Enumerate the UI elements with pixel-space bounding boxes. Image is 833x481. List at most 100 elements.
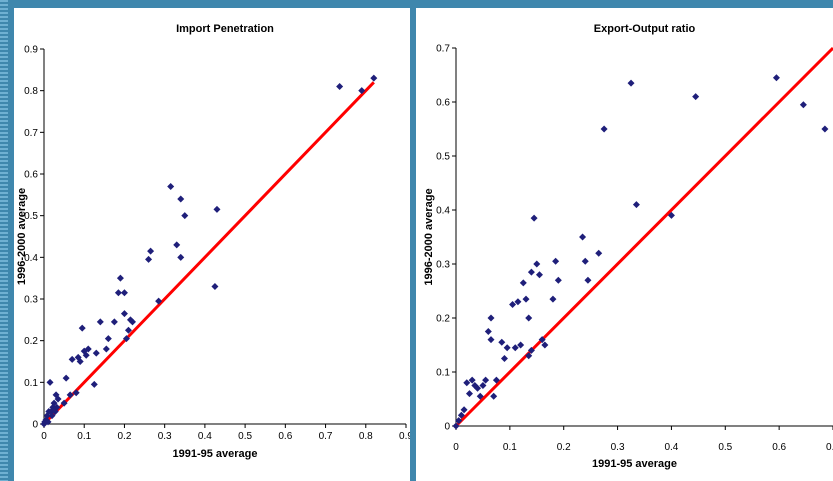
x-tick-label: 0.8 [359, 431, 373, 442]
data-point [128, 318, 136, 326]
data-point [538, 336, 546, 344]
data-point [460, 406, 468, 414]
data-point [498, 338, 506, 346]
data-point [479, 382, 487, 389]
data-point [76, 358, 84, 365]
x-tick-label: 0 [41, 431, 47, 442]
data-point [116, 274, 124, 282]
data-point [173, 241, 181, 249]
y-tick-label: 0.4 [436, 206, 450, 217]
data-point [120, 310, 128, 318]
reference-line [42, 81, 375, 426]
data-point [457, 411, 465, 419]
chart-title: Export-Output ratio [594, 23, 696, 35]
data-point [213, 205, 221, 213]
data-point [549, 295, 557, 303]
data-point [54, 395, 62, 403]
x-axis-label: 1991-95 average [172, 448, 257, 460]
data-point [46, 378, 54, 386]
x-axis-label: 1991-95 average [592, 458, 677, 470]
x-tick-label: 0.1 [77, 431, 91, 442]
data-point [530, 214, 538, 222]
data-point [53, 403, 61, 411]
export-output-panel: Export-Output ratio 0 0.1 0.2 0.3 0.4 0.5 0.6 0.… [416, 8, 833, 481]
y-tick-label: 0.7 [24, 128, 38, 139]
data-point [519, 279, 527, 287]
data-point [82, 351, 90, 359]
data-point [126, 316, 134, 324]
y-tick-label: 0 [32, 420, 38, 431]
data-point [503, 344, 511, 352]
y-tick-label: 0.6 [24, 170, 38, 181]
x-tick-label: 0.5 [718, 442, 732, 453]
data-point [145, 255, 153, 263]
data-point [517, 341, 525, 349]
data-point [471, 382, 479, 389]
data-point [155, 297, 163, 305]
x-tick-label: 0.2 [557, 442, 571, 453]
reference-line [454, 46, 833, 428]
data-point [68, 355, 76, 363]
data-point [177, 195, 185, 203]
data-point [554, 276, 562, 284]
y-axis-label: 1996-2000 average [16, 188, 28, 285]
data-point [181, 212, 189, 220]
y-tick-label: 0.5 [436, 152, 450, 163]
data-point [584, 276, 592, 284]
data-point [102, 345, 110, 353]
data-point [525, 314, 533, 322]
y-tick-label: 0.7 [436, 44, 450, 55]
data-point [487, 336, 495, 344]
data-point [525, 352, 533, 360]
data-point [60, 399, 68, 407]
data-point [772, 74, 780, 82]
data-point [452, 422, 460, 430]
data-point [667, 211, 675, 219]
y-axis-label: 1996-2000 average [423, 188, 435, 285]
data-point [177, 253, 185, 261]
x-tick-label: 0.3 [158, 431, 172, 442]
data-point [474, 384, 482, 392]
data-point [96, 318, 104, 326]
data-point [487, 314, 495, 322]
data-point [104, 335, 112, 343]
data-point [514, 298, 522, 306]
data-point [581, 257, 589, 265]
x-tick-label: 0.6 [278, 431, 292, 442]
data-point [211, 283, 219, 290]
chart-title: Import Penetration [176, 23, 274, 35]
data-point [552, 257, 560, 265]
import-penetration-panel: Import Penetration 0 0.1 0.2 0.3 0.4 0.5 0.6 0.7… [14, 8, 410, 481]
data-point [370, 74, 378, 82]
data-point [358, 87, 366, 95]
data-point [509, 301, 517, 308]
data-point [124, 326, 132, 334]
y-tick-label: 0.6 [436, 98, 450, 109]
data-point [541, 341, 549, 349]
data-point [627, 79, 635, 87]
data-point [120, 289, 128, 297]
export-output-chart: Export-Output ratio 0 0.1 0.2 0.3 0.4 0.5 0.6 0.… [423, 23, 833, 470]
data-point [692, 93, 700, 101]
data-point [92, 349, 100, 357]
data-point [66, 391, 74, 399]
data-point [90, 380, 98, 388]
y-tick-label: 0.5 [24, 211, 38, 222]
data-point [595, 249, 603, 257]
data-point [122, 335, 130, 343]
x-tick-label: 0.9 [399, 431, 410, 442]
data-point [821, 125, 829, 133]
y-tick-label: 0.2 [24, 336, 38, 347]
data-point [533, 260, 541, 268]
data-point [72, 389, 80, 397]
x-tick-label: 0.2 [117, 431, 131, 442]
y-tick-label: 0.3 [24, 295, 38, 306]
x-tick-label: 0.6 [772, 442, 786, 453]
data-point [522, 295, 530, 303]
x-tick-label: 0.5 [238, 431, 252, 442]
data-point [455, 417, 463, 425]
data-point [492, 376, 500, 384]
x-tick-label: 0.7 [319, 431, 333, 442]
data-point [44, 418, 52, 426]
data-point [62, 374, 70, 382]
